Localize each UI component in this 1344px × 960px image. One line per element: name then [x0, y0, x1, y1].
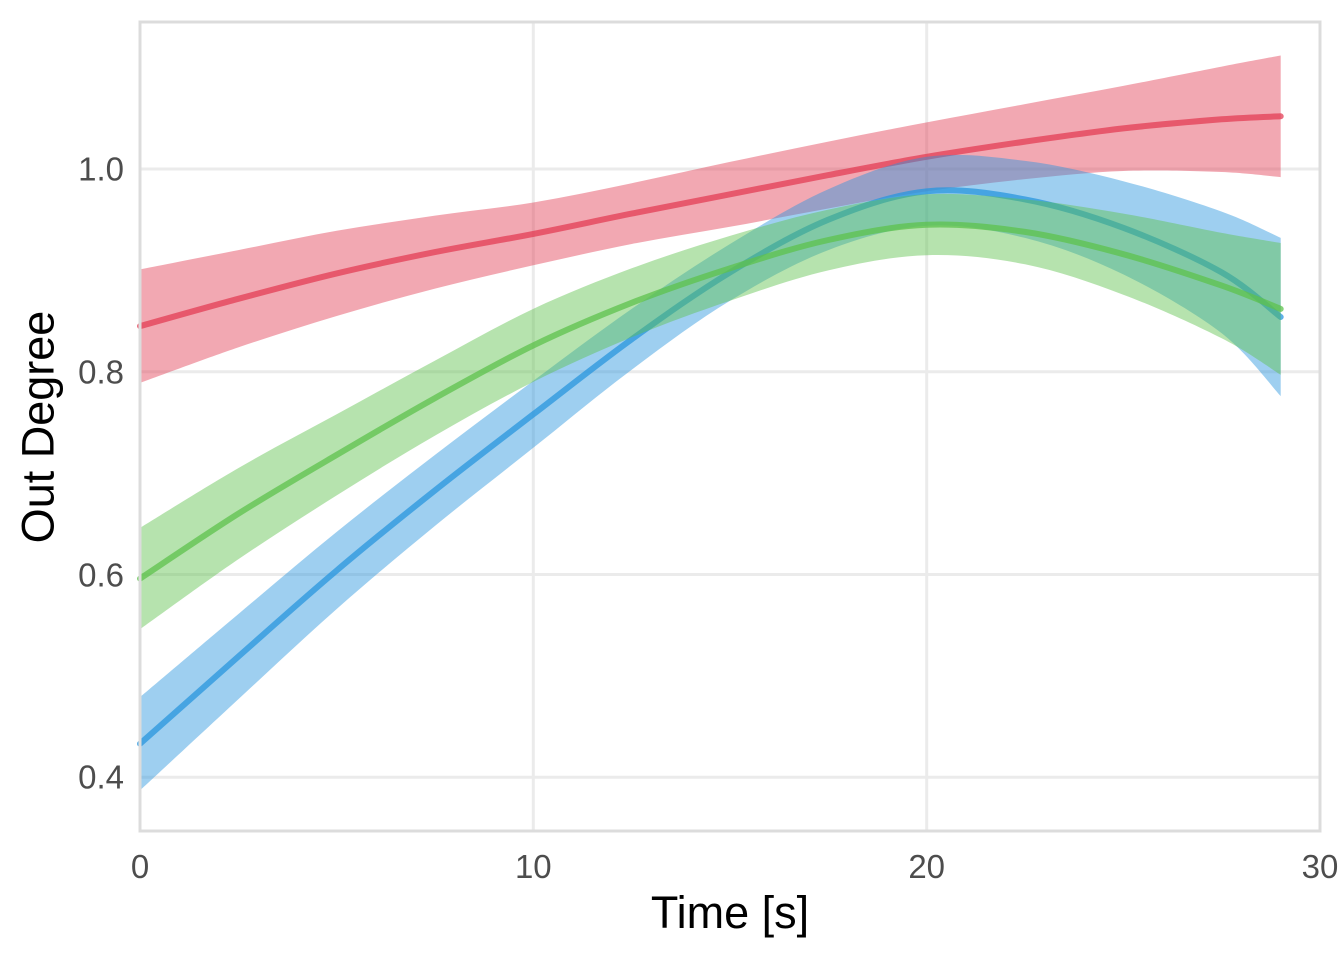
x-tick-label: 0: [130, 848, 150, 885]
y-tick-label: 0.8: [78, 353, 124, 391]
series-green-ribbon: [140, 193, 1281, 630]
series-red-ribbon: [140, 55, 1281, 383]
y-tick-label: 1.0: [78, 150, 124, 188]
panel-border: [138, 20, 1322, 833]
series-blue-line: [137, 187, 1284, 747]
series-green-line: [137, 221, 1284, 582]
y-tick-label: 0.4: [78, 758, 124, 796]
y-tick-label: 0.6: [78, 556, 124, 593]
x-tick-label: 20: [908, 848, 946, 885]
x-axis-title: Time [s]: [650, 887, 810, 938]
x-tick-label: 30: [1301, 848, 1339, 885]
y-axis-title: Out Degree: [12, 310, 64, 544]
x-tick-label: 10: [514, 848, 552, 885]
series-red-line: [137, 113, 1284, 330]
